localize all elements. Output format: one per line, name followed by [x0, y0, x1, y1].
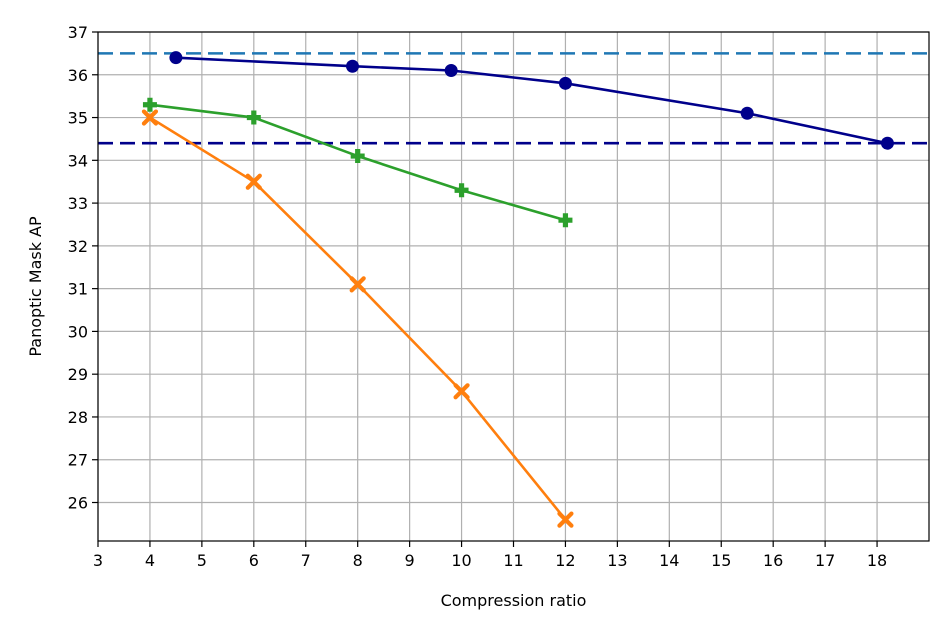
- data-point: [350, 149, 365, 164]
- data-point: [141, 109, 159, 126]
- data-point: [454, 183, 469, 198]
- x-axis-label: Compression ratio: [441, 591, 587, 610]
- data-point: [558, 213, 573, 228]
- y-tick-label: 26: [68, 494, 88, 513]
- data-point: [349, 276, 366, 293]
- y-tick-label: 29: [68, 365, 88, 384]
- y-tick-label: 36: [68, 66, 88, 85]
- data-point: [453, 383, 470, 400]
- x-tick-label: 3: [93, 551, 103, 570]
- y-tick-label: 28: [68, 408, 88, 427]
- y-tick-label: 35: [68, 109, 88, 128]
- data-point: [142, 97, 157, 112]
- y-axis-ticks: 26 27 28 29 30 31 32 33 34 35 36 37: [68, 23, 98, 513]
- x-tick-label: 13: [607, 551, 627, 570]
- data-point: [740, 106, 754, 120]
- data-point: [557, 511, 574, 528]
- reference-lines: [98, 52, 929, 145]
- y-axis-label: Panoptic Mask AP: [26, 216, 45, 357]
- y-tick-label: 27: [68, 451, 88, 470]
- y-tick-label: 33: [68, 194, 88, 213]
- x-tick-label: 9: [405, 551, 415, 570]
- x-tick-label: 5: [197, 551, 207, 570]
- x-tick-label: 17: [815, 551, 835, 570]
- data-point: [245, 173, 262, 190]
- x-tick-label: 11: [503, 551, 523, 570]
- x-tick-label: 12: [555, 551, 575, 570]
- series-group: [141, 51, 894, 528]
- data-point: [345, 59, 359, 73]
- series-line: [175, 56, 888, 145]
- series-2: [142, 97, 573, 228]
- y-tick-label: 31: [68, 280, 88, 299]
- grid: [97, 31, 929, 541]
- x-axis-ticks: 3 4 5 6 7 8 9 10 11 12 13 14 15 16 17 18: [93, 541, 887, 570]
- data-point: [558, 76, 572, 90]
- x-tick-label: 7: [301, 551, 311, 570]
- x-tick-label: 16: [763, 551, 783, 570]
- y-tick-label: 34: [68, 151, 88, 170]
- series-1: [169, 51, 894, 150]
- x-tick-label: 18: [867, 551, 887, 570]
- data-point: [880, 136, 894, 150]
- x-tick-label: 4: [145, 551, 155, 570]
- data-point: [246, 110, 261, 125]
- x-tick-label: 14: [659, 551, 679, 570]
- series-3: [141, 109, 574, 528]
- data-point: [444, 63, 458, 77]
- x-tick-label: 8: [353, 551, 363, 570]
- x-tick-label: 10: [451, 551, 471, 570]
- y-tick-label: 32: [68, 237, 88, 256]
- y-tick-label: 30: [68, 322, 88, 341]
- y-tick-label: 37: [68, 23, 88, 42]
- x-tick-label: 15: [711, 551, 731, 570]
- data-point: [169, 51, 183, 65]
- x-tick-label: 6: [249, 551, 259, 570]
